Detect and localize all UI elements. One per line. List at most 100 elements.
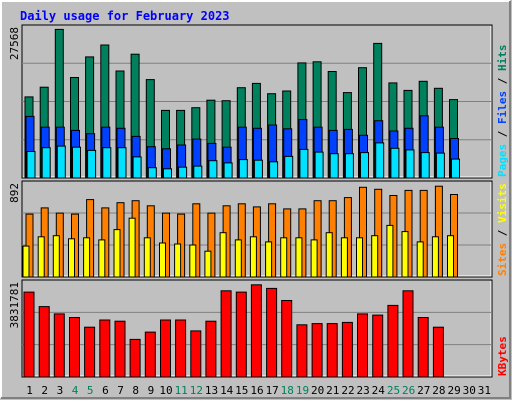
series-legend: Sites / Visits [496, 183, 509, 276]
bar-visits-day-7 [113, 229, 121, 278]
day-label-19: 19 [296, 384, 309, 397]
day-label-4: 4 [72, 384, 79, 397]
bar-pages-day-10 [163, 168, 172, 179]
bar-visits-day-23 [356, 237, 363, 278]
day-label-22: 22 [341, 384, 354, 397]
bar-kbytes-day-18 [281, 300, 293, 378]
bar-pages-day-25 [390, 147, 400, 179]
bar-pages-day-13 [208, 160, 218, 179]
bar-kbytes-day-26 [402, 290, 414, 378]
bar-visits-day-14 [219, 232, 227, 278]
day-label-24: 24 [372, 384, 386, 397]
bar-pages-day-17 [269, 161, 279, 179]
bar-pages-day-8 [132, 156, 142, 179]
bar-kbytes-day-17 [266, 287, 278, 378]
bar-kbytes-day-9 [144, 331, 156, 378]
bar-visits-day-22 [340, 237, 348, 278]
bar-pages-day-15 [238, 159, 248, 179]
day-label-29: 29 [447, 384, 460, 397]
bar-visits-day-21 [325, 232, 333, 278]
bar-kbytes-day-16 [250, 284, 262, 378]
bar-visits-day-27 [416, 241, 424, 278]
bar-visits-day-12 [189, 244, 197, 278]
bar-visits-day-17 [265, 241, 273, 278]
bar-visits-day-4 [68, 238, 75, 278]
day-label-7: 7 [117, 384, 124, 397]
bar-pages-day-27 [420, 152, 430, 179]
legend-entry: Files [496, 91, 509, 124]
legend-entry: Pages [496, 144, 509, 177]
day-label-25: 25 [387, 384, 400, 397]
y-max-label: 27568 [8, 27, 21, 60]
bar-visits-day-8 [128, 217, 136, 278]
day-label-15: 15 [235, 384, 248, 397]
bar-visits-day-15 [234, 239, 242, 278]
bar-kbytes-day-24 [372, 314, 384, 378]
legend-entry: Hits [496, 45, 509, 72]
bar-kbytes-day-14 [220, 290, 232, 378]
legend-entry: / [496, 223, 509, 243]
bar-kbytes-day-8 [129, 338, 141, 378]
bar-visits-day-26 [401, 231, 409, 278]
bar-visits-day-13 [204, 250, 212, 278]
day-label-17: 17 [266, 384, 279, 397]
day-label-14: 14 [220, 384, 234, 397]
bar-pages-day-24 [375, 142, 385, 179]
bar-kbytes-day-22 [341, 321, 353, 378]
bar-kbytes-day-25 [387, 304, 399, 378]
bar-pages-day-19 [299, 148, 309, 179]
bar-pages-day-4 [72, 146, 81, 179]
day-label-20: 20 [311, 384, 324, 397]
day-label-2: 2 [41, 384, 48, 397]
bar-kbytes-day-1 [23, 291, 35, 378]
day-label-27: 27 [417, 384, 430, 397]
bar-kbytes-day-23 [357, 313, 368, 378]
bar-pages-day-11 [178, 166, 188, 179]
bar-kbytes-day-4 [69, 317, 80, 378]
day-label-10: 10 [159, 384, 172, 397]
bar-pages-day-12 [193, 165, 203, 179]
bar-pages-day-21 [329, 153, 339, 179]
day-label-9: 9 [148, 384, 155, 397]
series-legend: Pages / Files / Hits [496, 45, 509, 178]
panel-bottom: 3831781 KBytes [8, 279, 509, 378]
bar-pages-day-9 [147, 167, 157, 179]
bar-pages-day-22 [344, 153, 354, 179]
day-label-3: 3 [57, 384, 64, 397]
bar-kbytes-day-21 [326, 323, 338, 378]
bar-kbytes-day-5 [84, 326, 96, 378]
bar-pages-day-2 [41, 147, 51, 179]
bar-kbytes-day-2 [38, 306, 50, 378]
bar-kbytes-day-28 [432, 326, 444, 378]
bar-pages-day-6 [102, 147, 112, 179]
bar-pages-day-29 [451, 158, 460, 179]
day-label-26: 26 [402, 384, 415, 397]
bar-visits-day-6 [98, 239, 106, 278]
bar-kbytes-day-10 [160, 319, 171, 378]
bar-pages-day-20 [314, 151, 324, 179]
bar-pages-day-18 [284, 155, 294, 179]
bar-pages-day-3 [56, 145, 66, 179]
bar-visits-day-3 [52, 235, 60, 278]
bar-visits-day-16 [249, 236, 257, 278]
bar-pages-day-1 [26, 151, 36, 179]
bar-visits-day-20 [310, 239, 318, 278]
chart-title: Daily usage for February 2023 [20, 9, 230, 23]
panel-middle: 892 Sites / Visits [8, 180, 509, 278]
bar-kbytes-day-7 [114, 320, 126, 378]
bar-pages-day-7 [117, 147, 127, 179]
legend-entry: KBytes [496, 336, 509, 376]
day-label-1: 1 [26, 384, 33, 397]
bar-kbytes-day-15 [235, 291, 247, 378]
outer-bevel-light [0, 0, 510, 398]
bar-pages-day-5 [87, 149, 97, 179]
bar-pages-day-26 [405, 149, 415, 179]
bar-visits-day-25 [386, 224, 394, 278]
day-label-30: 30 [463, 384, 476, 397]
bar-visits-day-11 [174, 243, 182, 278]
y-max-label: 3831781 [8, 282, 21, 328]
outer-bevel-dark [1, 1, 511, 399]
legend-entry: / [496, 71, 509, 91]
